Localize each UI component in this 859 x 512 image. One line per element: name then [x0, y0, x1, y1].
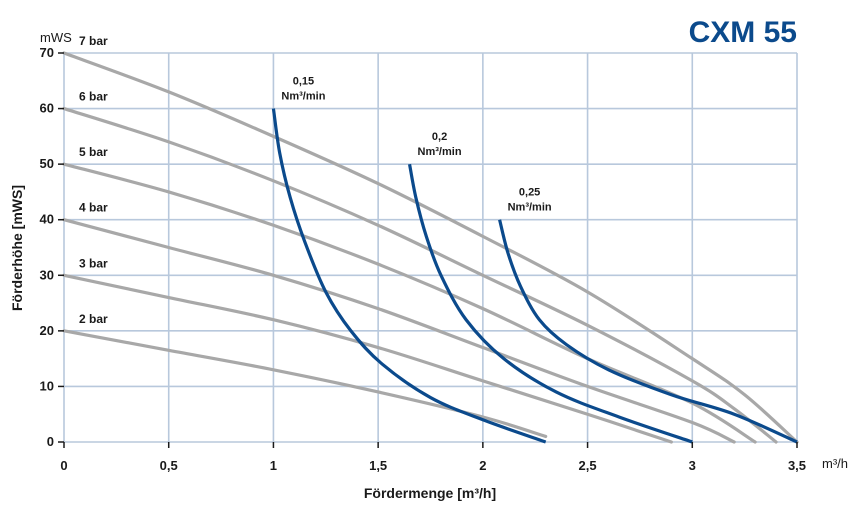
y-tick-label: 0 [47, 434, 54, 449]
axes [58, 52, 798, 448]
labels: 0 0,5 1 1,5 2 2,5 3 3,5 0 10 20 30 40 50 60 70 7 bar 6 ba… [40, 34, 807, 473]
x-tick-label: 3,5 [788, 458, 806, 473]
pressure-label: 4 bar [79, 201, 108, 215]
air-curve-value-label: 0,15 [293, 76, 314, 88]
pressure-curve-6-bar [62, 106, 778, 444]
air-curve-unit-label: Nm³/min [281, 91, 325, 103]
air-curve-0-2 [407, 163, 693, 444]
pressure-curve-4-bar [62, 218, 736, 444]
y-axis-title: Förderhöhe [mWS] [9, 185, 25, 311]
pressure-label: 2 bar [79, 312, 108, 326]
x-tick-label: 0 [60, 458, 67, 473]
y-unit-label: mWS [40, 30, 72, 45]
x-tick-label: 1 [270, 458, 277, 473]
y-tick-label: 50 [40, 156, 54, 171]
pressure-curves [62, 51, 799, 444]
chart-title: CXM 55 [689, 16, 797, 49]
pressure-label: 7 bar [79, 34, 108, 48]
air-curve-unit-label: Nm³/min [508, 202, 552, 214]
y-tick-label: 60 [40, 101, 54, 116]
pressure-curve-3-bar [62, 273, 673, 444]
x-tick-label: 1,5 [369, 458, 387, 473]
x-unit-label: m³/h [822, 456, 848, 471]
air-curve-0-25 [498, 219, 798, 444]
y-tick-label: 20 [40, 323, 54, 338]
air-consumption-curves [271, 108, 798, 444]
air-curve-0-15 [271, 108, 547, 444]
air-curve-value-label: 0,2 [432, 131, 447, 143]
air-curve-value-label: 0,25 [519, 187, 540, 199]
y-tick-label: 30 [40, 267, 54, 282]
x-axis-title: Fördermenge [m³/h] [364, 485, 496, 501]
pressure-curve-7-bar [62, 51, 799, 444]
y-tick-label: 70 [40, 45, 54, 60]
pressure-label: 6 bar [79, 90, 108, 104]
y-tick-label: 10 [40, 378, 54, 393]
y-tick-label: 40 [40, 212, 54, 227]
pressure-label: 5 bar [79, 145, 108, 159]
air-curve-unit-label: Nm³/min [418, 146, 462, 158]
x-tick-label: 0,5 [160, 458, 178, 473]
pressure-curve-2-bar [62, 329, 548, 439]
pressure-label: 3 bar [79, 256, 108, 270]
grid [63, 52, 798, 443]
x-tick-label: 2,5 [579, 458, 597, 473]
x-tick-label: 2 [479, 458, 486, 473]
x-tick-label: 3 [689, 458, 696, 473]
